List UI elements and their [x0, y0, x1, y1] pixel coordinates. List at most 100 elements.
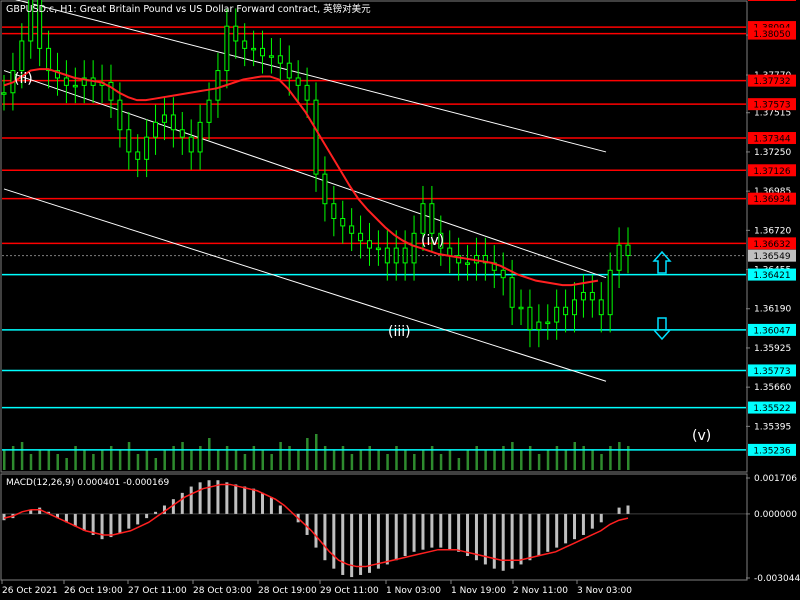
- time-tick-label: 26 Oct 19:00: [64, 586, 123, 596]
- volume-bar: [136, 454, 140, 470]
- level-tag-text: 1.36632: [753, 240, 790, 250]
- time-axis: 26 Oct 2021 26 Oct 19:00 27 Oct 11:00 28 Oc…: [1, 580, 632, 596]
- candle-body: [313, 99, 319, 175]
- volume-bar: [457, 458, 461, 470]
- volume-bar: [225, 446, 229, 470]
- candle-body: [554, 306, 560, 323]
- volume-bar: [493, 450, 496, 470]
- candle-body: [393, 247, 399, 264]
- candle-body: [518, 306, 524, 310]
- candle-body: [340, 218, 346, 227]
- price-tick-label: 1.35925: [754, 344, 791, 354]
- volume-bar: [413, 454, 416, 470]
- volume-bar: [190, 450, 193, 470]
- volume-bar: [252, 446, 256, 470]
- candle-body: [572, 299, 578, 316]
- candle-body: [108, 81, 114, 101]
- up-arrow-icon: [652, 250, 672, 274]
- time-tick-label: 29 Oct 11:00: [320, 586, 379, 596]
- level-tag: [748, 323, 796, 336]
- candle-body: [233, 25, 239, 42]
- level-tag-text: 1.37573: [753, 101, 790, 111]
- candle-body: [81, 77, 87, 86]
- volume-bar: [11, 446, 15, 470]
- volume-bar: [528, 446, 532, 470]
- volume-bar: [555, 446, 559, 470]
- level-tag: [748, 401, 796, 414]
- price-tick-label: 1.35660: [754, 383, 791, 393]
- level-tag: [748, 192, 796, 205]
- volume-bar: [564, 450, 568, 470]
- candle-body: [251, 47, 257, 51]
- volume-bar: [537, 454, 541, 470]
- candle-body: [126, 129, 132, 153]
- candle-body: [179, 129, 185, 138]
- candle-body: [295, 77, 301, 86]
- candle-body: [170, 114, 176, 131]
- volume-bar: [591, 450, 594, 470]
- macd-panel: 0.001706 0.000000 -0.003044: [2, 474, 800, 584]
- volume-bar: [234, 450, 238, 470]
- macd-tick-label: 0.001706: [754, 474, 797, 484]
- candle-body: [482, 254, 488, 264]
- candle-body: [188, 136, 194, 153]
- volume-bar: [484, 450, 487, 470]
- macd-signal-line: [3, 483, 629, 568]
- volume-bar: [430, 446, 434, 470]
- level-tag: [748, 27, 796, 40]
- candle-body: [286, 62, 292, 79]
- level-tag-text: 1.35522: [753, 404, 790, 414]
- candle-body: [277, 55, 283, 64]
- volume-bar: [404, 450, 407, 470]
- time-tick-label: 28 Oct 03:00: [193, 586, 252, 596]
- volume-bar: [65, 458, 68, 470]
- volume-bar: [20, 442, 24, 470]
- candle-body: [144, 136, 150, 160]
- volume-bar: [502, 446, 505, 470]
- candle-body: [509, 277, 515, 308]
- wave-label-ii: (ii): [14, 71, 33, 87]
- volume-bar: [511, 442, 514, 470]
- candle-body: [63, 77, 69, 86]
- volume-bar: [368, 446, 371, 470]
- candle-body: [563, 306, 569, 316]
- candle-body: [1, 92, 7, 95]
- volume-bar: [546, 450, 550, 470]
- volume-bar: [181, 442, 184, 470]
- time-tick-label: 27 Oct 11:00: [128, 586, 187, 596]
- level-tag-text: 1.37732: [753, 77, 790, 87]
- volume-bar: [47, 450, 51, 470]
- volume-bar: [261, 450, 265, 470]
- price-series: [1, 0, 631, 348]
- macd-tick-label: -0.003044: [754, 574, 800, 584]
- candle-body: [260, 47, 266, 57]
- volume-bar: [29, 454, 33, 470]
- candle-body: [500, 269, 506, 279]
- candle-body: [72, 84, 78, 88]
- level-tag: [748, 443, 796, 456]
- macd-tick-label: 0.000000: [754, 510, 797, 520]
- volume-bar: [101, 450, 104, 470]
- level-tag-text: 1.36047: [753, 326, 790, 336]
- channel-line: [3, 188, 607, 382]
- candle-body: [447, 247, 453, 256]
- candle-body: [429, 203, 435, 234]
- down-arrow-icon: [652, 317, 672, 341]
- volume-bar: [448, 450, 452, 470]
- volume-bar: [243, 454, 247, 470]
- volume-bar: [315, 434, 318, 470]
- volume-bar: [163, 450, 166, 470]
- price-tick-label: 1.36720: [754, 226, 791, 236]
- current-price-text: 1.36549: [753, 252, 790, 262]
- channel-line: [3, 70, 607, 279]
- price-tick-label: 1.37250: [754, 148, 791, 158]
- ma-line: [3, 68, 599, 287]
- volume-bar: [332, 450, 336, 470]
- volume-bar: [145, 450, 149, 470]
- volume-bar: [395, 446, 398, 470]
- volume-bar: [127, 442, 131, 470]
- level-tag: [748, 364, 796, 377]
- level-tag-text: 1.36934: [753, 195, 790, 205]
- volume-bar: [92, 454, 95, 470]
